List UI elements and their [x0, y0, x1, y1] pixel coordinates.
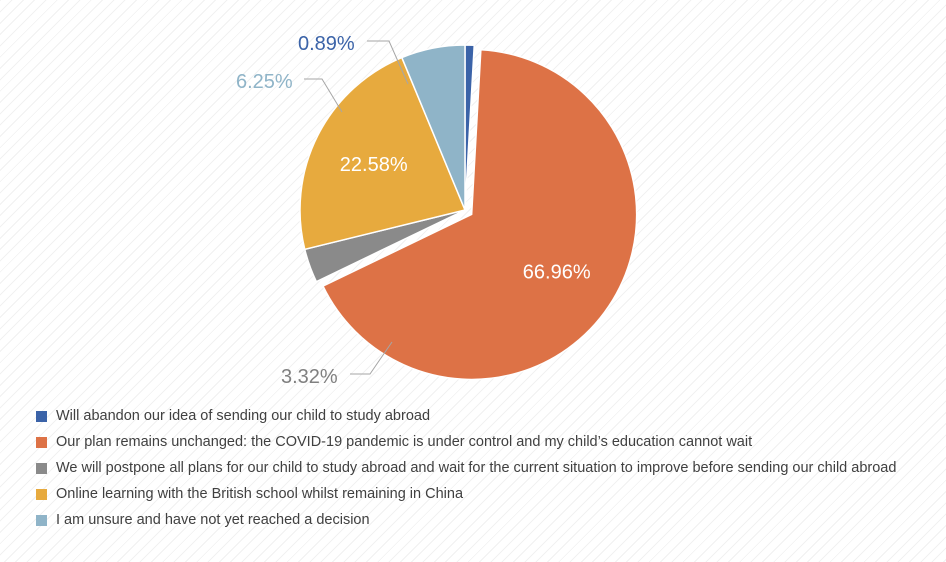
data-label-our-plan-remains-unchanged-the-covid-19-: 66.96%	[523, 261, 591, 283]
legend: Will abandon our idea of sending our chi…	[36, 403, 936, 533]
data-label-online-learning-with-the-british-school-: 22.58%	[340, 154, 408, 176]
data-label-will-abandon-our-idea-of-sending-our-chi: 0.89%	[298, 33, 355, 55]
leader-line-i-am-unsure-and-have-not-yet-reached-a-d	[304, 78, 343, 113]
data-label-i-am-unsure-and-have-not-yet-reached-a-d: 6.25%	[236, 71, 293, 93]
legend-swatch	[36, 488, 47, 500]
leader-line-will-abandon-our-idea-of-sending-our-chi	[367, 40, 409, 85]
pie-slice-our-plan-remains-unchanged-the-covid-19-	[322, 48, 638, 381]
legend-item-our-plan-remains-unchanged-the-covid-19-: Our plan remains unchanged: the COVID-19…	[36, 429, 936, 455]
pie-slice-online-learning-with-the-british-school-	[299, 56, 467, 251]
legend-label: Online learning with the British school …	[56, 486, 464, 502]
legend-item-online-learning-with-the-british-school-: Online learning with the British school …	[36, 481, 936, 507]
leader-line-we-will-postpone-all-plans-for-our-child	[350, 341, 393, 375]
legend-swatch	[36, 410, 47, 422]
legend-item-will-abandon-our-idea-of-sending-our-chi: Will abandon our idea of sending our chi…	[36, 403, 936, 429]
legend-label: We will postpone all plans for our child…	[56, 460, 897, 476]
data-label-we-will-postpone-all-plans-for-our-child: 3.32%	[281, 366, 338, 388]
legend-swatch	[36, 462, 47, 474]
legend-item-i-am-unsure-and-have-not-yet-reached-a-d: I am unsure and have not yet reached a d…	[36, 507, 936, 533]
legend-label: I am unsure and have not yet reached a d…	[56, 512, 370, 528]
pie-chart: 0.89% 66.96% 3.32% 22.58% 6.25%	[236, 33, 638, 388]
legend-swatch	[36, 436, 47, 448]
legend-swatch	[36, 514, 47, 526]
legend-item-we-will-postpone-all-plans-for-our-child: We will postpone all plans for our child…	[36, 455, 936, 481]
legend-label: Our plan remains unchanged: the COVID-19…	[56, 434, 753, 450]
legend-label: Will abandon our idea of sending our chi…	[56, 408, 431, 424]
pie-slice-i-am-unsure-and-have-not-yet-reached-a-d	[400, 44, 466, 211]
